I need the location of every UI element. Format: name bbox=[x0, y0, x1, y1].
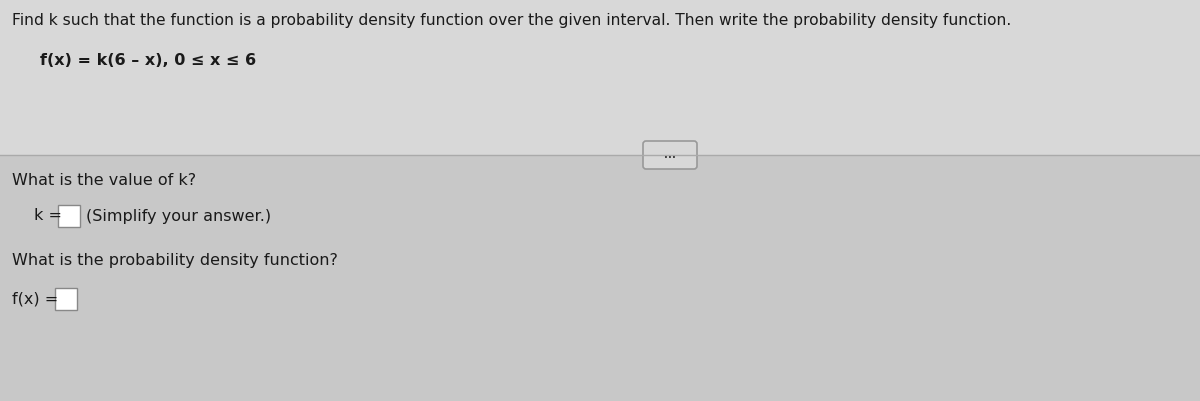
Bar bbox=[58, 205, 80, 227]
Bar bbox=[0, 0, 1200, 155]
Text: f(x) =: f(x) = bbox=[12, 292, 64, 306]
Bar bbox=[55, 288, 77, 310]
Bar bbox=[0, 155, 1200, 401]
FancyBboxPatch shape bbox=[643, 141, 697, 169]
Text: What is the probability density function?: What is the probability density function… bbox=[12, 253, 338, 268]
Text: What is the value of k?: What is the value of k? bbox=[12, 173, 196, 188]
Text: (Simplify your answer.): (Simplify your answer.) bbox=[86, 209, 271, 223]
Text: f(x) = k(6 – x), 0 ≤ x ≤ 6: f(x) = k(6 – x), 0 ≤ x ≤ 6 bbox=[40, 53, 256, 68]
Text: Find k such that the function is a probability density function over the given i: Find k such that the function is a proba… bbox=[12, 13, 1012, 28]
Text: k =: k = bbox=[34, 209, 67, 223]
Text: ...: ... bbox=[664, 150, 676, 160]
